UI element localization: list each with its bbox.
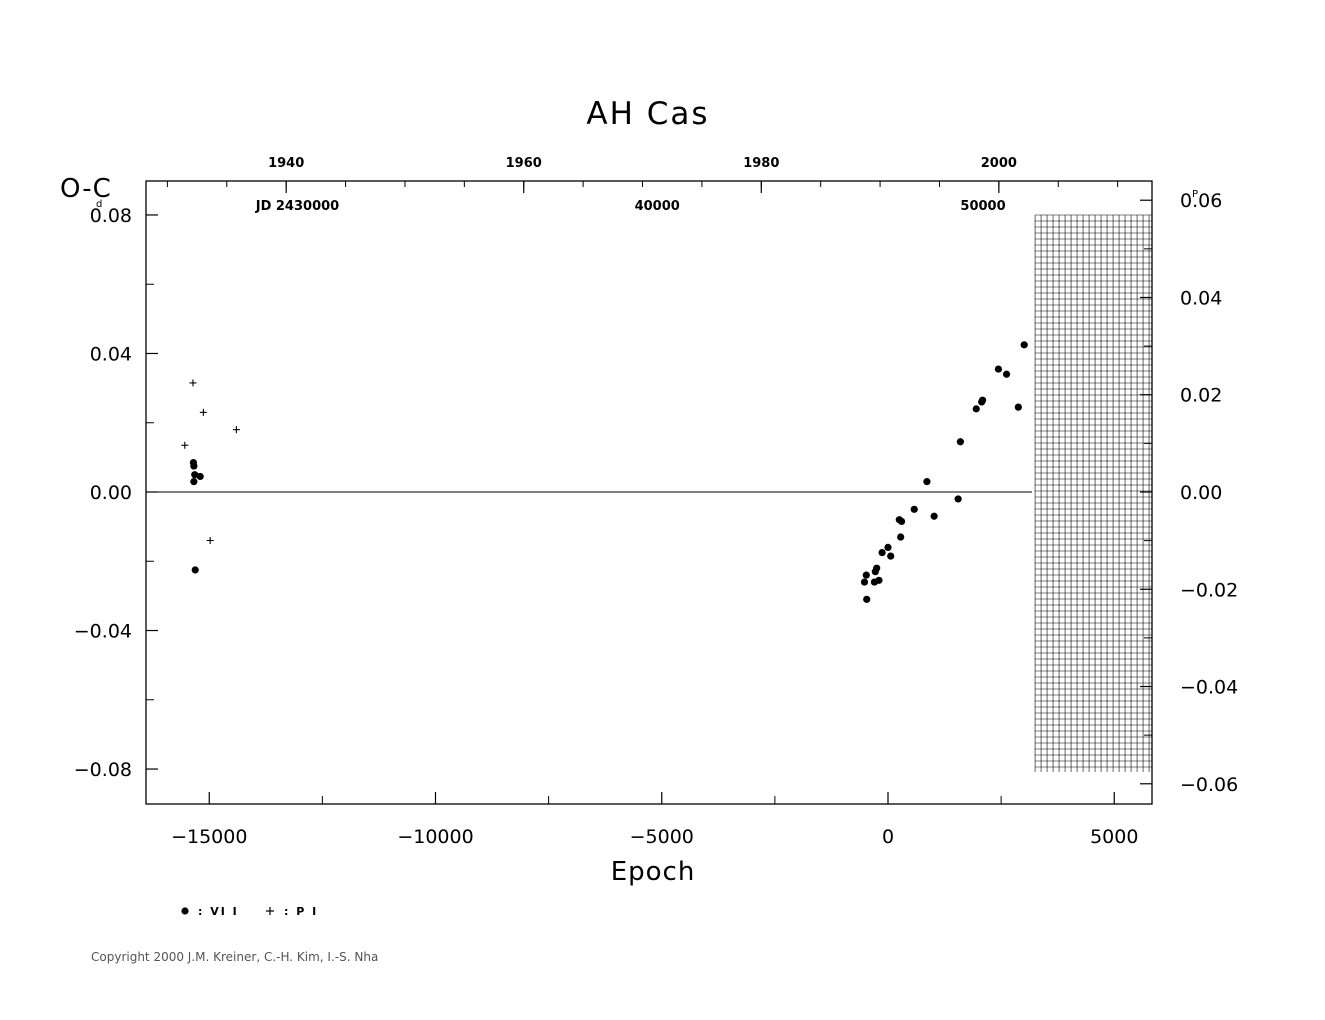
- x-tick-label: 5000: [1090, 826, 1138, 848]
- right-y-tick-label: −0.06: [1180, 774, 1238, 796]
- copyright-text: Copyright 2000 J.M. Kreiner, C.-H. Kim, …: [91, 950, 378, 964]
- x-axis-title: Epoch: [611, 857, 696, 887]
- right-axis-unit: P: [1192, 189, 1198, 200]
- data-point-vi: [910, 505, 918, 513]
- legend-label-vi: : VI I: [198, 905, 239, 918]
- year-tick-label: 1940: [268, 156, 304, 171]
- x-tick-label: −15000: [171, 826, 247, 848]
- data-point-vi: [994, 365, 1003, 373]
- x-tick-label: −5000: [630, 826, 694, 848]
- data-point-vi: [923, 478, 931, 486]
- x-tick-label: −10000: [397, 826, 473, 848]
- y-tick-label: 0.00: [90, 482, 132, 504]
- data-point-p: [232, 426, 240, 434]
- year-tick-label: 1960: [506, 156, 542, 171]
- right-y-tick-label: 0.06: [1180, 190, 1222, 212]
- data-point-vi: [878, 549, 886, 557]
- data-point-p: [206, 536, 214, 544]
- data-point-vi: [956, 438, 965, 446]
- data-point-vi: [887, 552, 895, 560]
- jd-label: 40000: [635, 199, 680, 214]
- data-point-vi: [884, 543, 892, 552]
- data-marks: [181, 341, 1028, 603]
- data-point-vi: [1014, 403, 1022, 411]
- jd-label: 50000: [960, 199, 1005, 214]
- right-y-tick-label: 0.02: [1180, 385, 1222, 407]
- year-tick-label: 2000: [981, 156, 1017, 171]
- legend: : VI I : P I: [181, 905, 318, 918]
- data-point-vi: [871, 568, 879, 576]
- y-tick-label: −0.04: [74, 621, 132, 643]
- data-point-vi: [1002, 370, 1011, 378]
- right-y-tick-label: −0.02: [1180, 579, 1238, 601]
- y-tick-label: −0.08: [74, 759, 132, 781]
- data-point-vi: [862, 571, 870, 579]
- data-point-p: [181, 441, 189, 449]
- data-point-vi: [191, 566, 199, 574]
- y-tick-label: 0.08: [90, 205, 132, 227]
- legend-dot-symbol: [181, 907, 189, 915]
- legend-label-p: : P I: [284, 905, 318, 918]
- axis-ticks: −15000 −10000 −5000 0 5000 0.08 0.04 0.00 −0.04 −…: [74, 156, 1238, 848]
- x-tick-label: 0: [882, 826, 894, 848]
- year-tick-label: 1980: [743, 156, 779, 171]
- future-hatch-grid: [1034, 214, 1152, 772]
- right-y-tick-label: 0.00: [1180, 482, 1222, 504]
- data-point-vi: [897, 533, 905, 541]
- data-point-vi: [897, 517, 906, 526]
- data-point-vi: [875, 576, 883, 584]
- data-point-vi: [978, 396, 987, 404]
- data-point-p: [189, 379, 197, 387]
- data-point-vi: [930, 512, 938, 520]
- chart-title: AH Cas: [586, 96, 709, 132]
- y-axis-title: O-C: [60, 174, 112, 204]
- data-point-vi: [196, 472, 204, 481]
- data-point-p: [199, 408, 207, 416]
- data-point-vi: [954, 495, 962, 503]
- data-point-vi: [1020, 341, 1028, 349]
- legend-plus-symbol: [266, 907, 274, 915]
- data-point-vi: [972, 405, 980, 413]
- y-axis-unit: d: [96, 199, 102, 210]
- data-point-vi: [190, 478, 198, 486]
- jd-label: JD 2430000: [255, 199, 339, 214]
- data-point-vi: [190, 462, 198, 470]
- data-point-vi: [860, 578, 869, 586]
- right-y-tick-label: −0.04: [1180, 677, 1238, 699]
- data-point-vi: [191, 471, 199, 479]
- right-y-tick-label: 0.04: [1180, 287, 1222, 309]
- data-point-vi: [863, 595, 871, 603]
- y-tick-label: 0.04: [90, 343, 132, 365]
